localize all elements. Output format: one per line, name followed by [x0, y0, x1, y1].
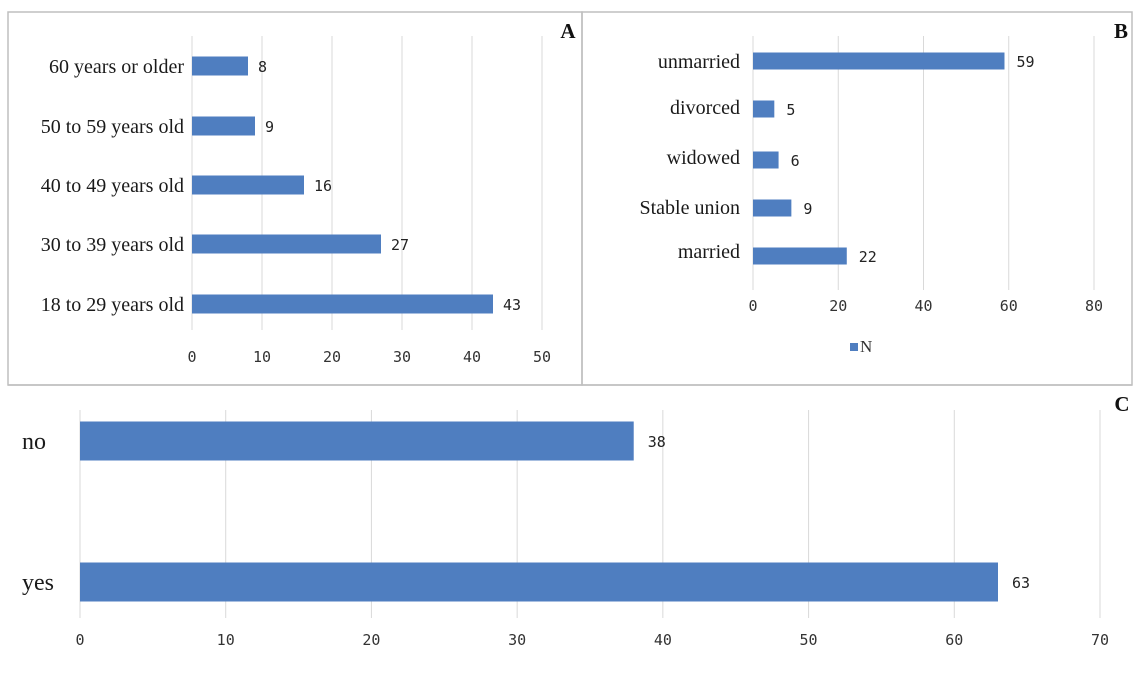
data-label: 9 — [803, 200, 812, 218]
legend-swatch — [850, 343, 858, 351]
x-tick-label: 30 — [508, 631, 526, 649]
data-label: 59 — [1016, 53, 1034, 71]
bar — [192, 175, 304, 195]
data-label: 16 — [314, 177, 332, 195]
panel-letter: B — [1114, 19, 1128, 43]
bar — [753, 247, 847, 265]
category-label: yes — [22, 570, 54, 596]
category-label: widowed — [667, 147, 740, 169]
bar — [192, 116, 255, 136]
data-label: 22 — [859, 248, 877, 266]
x-tick-label: 20 — [362, 631, 380, 649]
x-tick-label: 20 — [323, 348, 341, 366]
x-tick-label: 40 — [463, 348, 481, 366]
bar — [753, 100, 775, 118]
panel-b-chart: 0 20 40 60 80 59 unmarried 5 divorced 6 widowed 9 St… — [639, 19, 1128, 356]
data-label: 38 — [648, 433, 666, 451]
x-tick-label: 80 — [1085, 297, 1103, 315]
bar — [192, 234, 381, 254]
x-tick-label: 0 — [748, 297, 757, 315]
data-label: 8 — [258, 58, 267, 76]
category-label: unmarried — [658, 51, 740, 73]
category-label: married — [678, 241, 740, 263]
bar — [192, 294, 493, 314]
category-label: 18 to 29 years old — [41, 294, 184, 316]
data-label: 43 — [503, 296, 521, 314]
category-label: divorced — [670, 97, 740, 119]
panel-a-chart: 0 10 20 30 40 50 8 60 years or older 9 50 to 59 y… — [41, 19, 577, 366]
category-label: 40 to 49 years old — [41, 175, 184, 197]
x-tick-label: 10 — [253, 348, 271, 366]
panel-letter: C — [1114, 392, 1129, 416]
x-tick-label: 60 — [945, 631, 963, 649]
x-tick-label: 50 — [533, 348, 551, 366]
x-tick-label: 40 — [654, 631, 672, 649]
bar — [80, 421, 634, 461]
x-tick-label: 0 — [75, 631, 84, 649]
data-label: 6 — [791, 152, 800, 170]
category-label: no — [22, 429, 46, 455]
x-tick-label: 20 — [829, 297, 847, 315]
legend-label: N — [860, 337, 872, 356]
x-tick-label: 50 — [800, 631, 818, 649]
panel-letter: A — [560, 19, 576, 43]
category-label: 60 years or older — [49, 56, 184, 78]
data-label: 63 — [1012, 574, 1030, 592]
category-label: 50 to 59 years old — [41, 116, 184, 138]
bar — [753, 151, 779, 169]
bar — [192, 56, 248, 76]
bar — [80, 562, 998, 602]
x-tick-label: 10 — [217, 631, 235, 649]
panel-c-chart: 0 10 20 30 40 50 60 70 38 no 63 yes C — [22, 392, 1130, 649]
data-label: 5 — [786, 101, 795, 119]
x-tick-label: 30 — [393, 348, 411, 366]
x-tick-label: 0 — [187, 348, 196, 366]
data-label: 27 — [391, 236, 409, 254]
category-label: Stable union — [639, 197, 740, 219]
bar — [753, 52, 1005, 70]
x-tick-label: 40 — [914, 297, 932, 315]
bar — [753, 199, 792, 217]
data-label: 9 — [265, 118, 274, 136]
category-label: 30 to 39 years old — [41, 234, 184, 256]
x-tick-label: 70 — [1091, 631, 1109, 649]
x-tick-label: 60 — [1000, 297, 1018, 315]
